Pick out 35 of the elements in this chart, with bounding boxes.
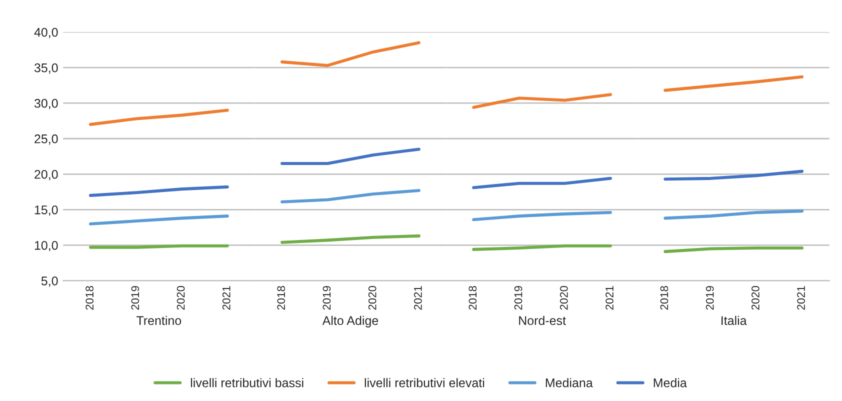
x-axis-title: Nord-est [519, 316, 566, 326]
x-axis-title: Alto Adige [322, 316, 378, 328]
x-tick-label: 2021 [606, 286, 614, 310]
x-tick-label: 2021 [222, 286, 230, 310]
x-tick-label: 2020 [752, 286, 760, 310]
legend-label: livelli retributivi elevati [364, 378, 484, 388]
x-axis-title: Italia [722, 316, 747, 326]
y-tick-label: 40,0 [34, 28, 58, 38]
y-tick-label: 35,0 [34, 63, 58, 74]
x-tick-label: 2020 [560, 286, 568, 310]
x-tick-label: 2018 [468, 286, 477, 310]
x-tick-label: 2018 [86, 286, 94, 310]
y-tick-label: 15,0 [34, 205, 58, 216]
line-series [88, 108, 229, 126]
line-series [88, 185, 229, 197]
x-tick-label: 2018 [660, 286, 668, 310]
x-tick-label: 2020 [368, 286, 376, 310]
x-tick-label: 2021 [797, 286, 805, 310]
x-tick-label: 2020 [176, 286, 185, 310]
line-series [88, 214, 229, 226]
legend-label: Media [654, 378, 687, 388]
x-tick-label: 2019 [514, 286, 522, 310]
x-axis-title: Trentino [136, 316, 182, 326]
y-tick-label: 5,0 [41, 276, 58, 287]
x-tick-label: 2019 [706, 286, 714, 310]
x-tick-label: 2019 [322, 286, 331, 310]
y-tick-label: 30,0 [34, 98, 58, 110]
legend-label: livelli retributivi bassi [190, 378, 304, 388]
x-tick-label: 2018 [277, 286, 286, 310]
x-tick-label: 2021 [414, 286, 422, 310]
y-tick-label: 25,0 [34, 134, 58, 145]
legend-label: Mediana [546, 378, 593, 388]
x-tick-label: 2019 [131, 286, 140, 310]
y-tick-label: 20,0 [34, 170, 58, 180]
y-tick-label: 10,0 [34, 240, 58, 252]
